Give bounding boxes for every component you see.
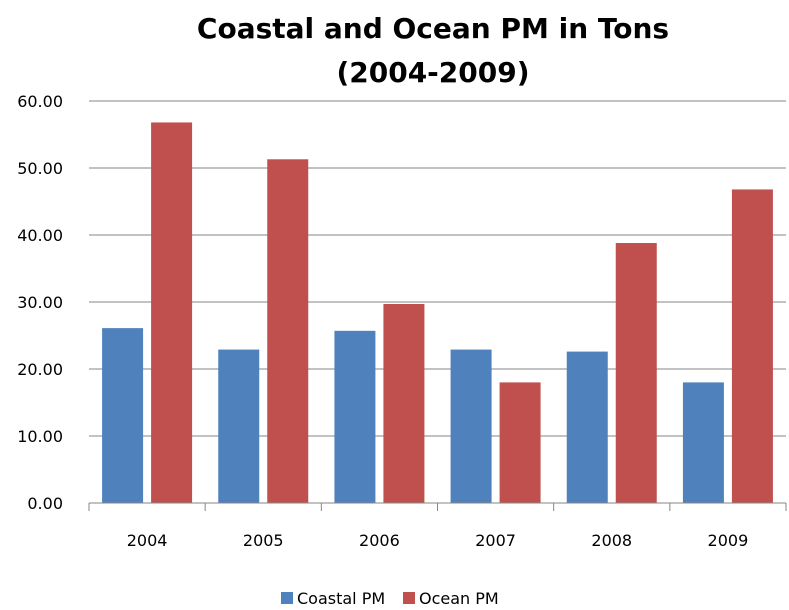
legend-label-ocean: Ocean PM: [419, 589, 499, 608]
y-tick-label: 50.00: [17, 159, 63, 178]
legend-swatch-coastal: [281, 592, 293, 604]
legend-swatch-ocean: [403, 592, 415, 604]
legend: Coastal PM Ocean PM: [281, 589, 499, 608]
bars-group: [102, 122, 773, 504]
y-tick-label: 0.00: [27, 494, 63, 513]
y-axis-ticks: 0.00 10.00 20.00 30.00 40.00 50.00 60.00: [17, 92, 63, 513]
bar-ocean-2008: [615, 243, 657, 504]
x-tick-label: 2007: [475, 531, 516, 550]
x-tick-label: 2009: [708, 531, 749, 550]
x-tick-label: 2005: [243, 531, 284, 550]
x-tick-label: 2008: [591, 531, 632, 550]
chart-title: Coastal and Ocean PM in Tons: [197, 12, 669, 45]
x-tick-label: 2006: [359, 531, 400, 550]
bar-ocean-2009: [731, 189, 773, 503]
chart-subtitle: (2004-2009): [336, 56, 529, 89]
x-tick-label: 2004: [127, 531, 168, 550]
bar-coastal-2004: [102, 328, 144, 503]
bar-ocean-2006: [383, 304, 425, 503]
bar-ocean-2004: [151, 122, 193, 503]
y-tick-label: 30.00: [17, 293, 63, 312]
x-axis: [88, 502, 787, 511]
y-tick-label: 40.00: [17, 226, 63, 245]
bar-coastal-2005: [218, 349, 260, 503]
legend-label-coastal: Coastal PM: [297, 589, 385, 608]
bar-coastal-2008: [566, 351, 608, 503]
x-axis-ticks: 2004 2005 2006 2007 2008 2009: [127, 531, 749, 550]
gridlines: [89, 100, 786, 437]
bar-coastal-2007: [450, 349, 492, 503]
bar-ocean-2007: [499, 382, 541, 503]
y-tick-label: 10.00: [17, 427, 63, 446]
bar-ocean-2005: [267, 159, 309, 504]
y-tick-label: 60.00: [17, 92, 63, 111]
y-tick-label: 20.00: [17, 360, 63, 379]
bar-coastal-2006: [334, 330, 376, 503]
bar-coastal-2009: [682, 382, 724, 503]
